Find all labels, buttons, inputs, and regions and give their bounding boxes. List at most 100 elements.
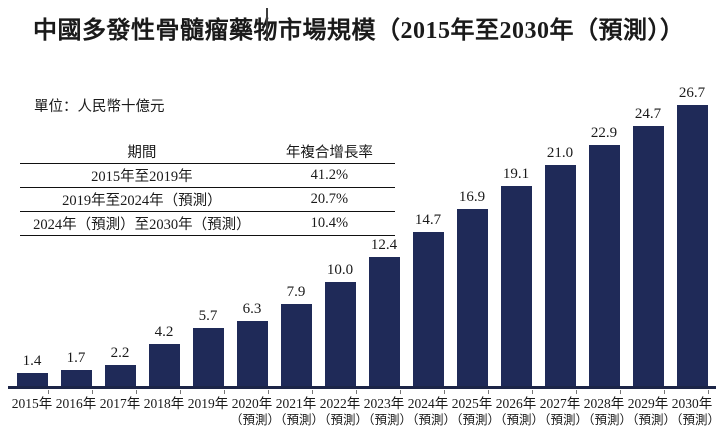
- chart-title: 中國多發性骨髓瘤藥物市場規模（2015年至2030年（預測））: [33, 18, 685, 44]
- bar-value-label: 21.0: [546, 145, 574, 162]
- bar-value-label: 26.7: [678, 85, 706, 101]
- x-axis-year: 2021年: [275, 396, 317, 411]
- x-axis-year: 2017年: [99, 396, 141, 411]
- bar-column: 4.2: [142, 78, 186, 388]
- x-axis-label: 2029年 （預測）: [626, 395, 677, 429]
- x-axis-forecast-label: （預測）: [318, 413, 369, 427]
- x-axis-tick: [47, 390, 49, 394]
- bar: [236, 321, 268, 388]
- bar-column: 10.0: [318, 78, 362, 388]
- x-axis-forecast-label: （預測）: [450, 413, 501, 427]
- title-column-divider-line: [266, 8, 268, 41]
- bar-value-label: 1.7: [66, 350, 86, 366]
- bar-value-label: 7.9: [286, 284, 306, 301]
- cagr-table-body: 2015年至2019年 41.2% 2019年至2024年（預測） 20.7% 2024…: [20, 163, 395, 236]
- bar-column: 1.4: [10, 78, 54, 388]
- bar-value-label: 16.9: [458, 188, 486, 205]
- x-axis-label: 2024年 （預測）: [406, 395, 457, 429]
- bar: [676, 105, 708, 388]
- x-axis-label: 2026年 （預測）: [494, 395, 545, 429]
- bar-column: 22.9: [582, 78, 626, 388]
- bar: [192, 327, 224, 388]
- x-axis-label: 2028年 （預測）: [582, 395, 633, 429]
- x-axis-tick: [223, 390, 225, 394]
- bar: [148, 343, 180, 388]
- bar: [324, 282, 356, 388]
- bar-value-label: 6.3: [242, 301, 262, 318]
- bar: [16, 373, 48, 388]
- x-axis-label: 2025年 （預測）: [450, 395, 501, 429]
- bar-column: 12.4: [362, 78, 406, 388]
- x-axis-label: 2016年: [54, 395, 98, 429]
- x-axis-label: 2023年 （預測）: [362, 395, 413, 429]
- x-axis-tick: [135, 390, 137, 394]
- x-axis-tick: [707, 390, 709, 394]
- x-axis-tick: [91, 390, 93, 394]
- x-axis-forecast-label: （預測）: [582, 413, 633, 427]
- bar: [500, 185, 532, 388]
- cagr-table: 期間 年複合增長率 2015年至2019年 41.2% 2019年至2024年（預測…: [20, 140, 395, 236]
- x-axis-year: 2020年: [231, 396, 273, 411]
- x-axis-label: 2017年: [98, 395, 142, 429]
- bar-column: 6.3: [230, 78, 274, 388]
- x-axis-forecast-label: （預測）: [362, 413, 413, 427]
- x-axis-year: 2016年: [55, 396, 97, 411]
- x-axis-tick: [355, 390, 357, 394]
- cagr-cell: 41.2%: [263, 163, 395, 188]
- cagr-cell: 10.4%: [263, 211, 395, 236]
- x-axis-year: 2015年: [11, 396, 53, 411]
- x-axis-label: 2021年 （預測）: [274, 395, 325, 429]
- x-axis-tick: [311, 390, 313, 394]
- x-axis-year: 2023年: [363, 396, 405, 411]
- bar-value-label: 4.2: [154, 323, 174, 340]
- table-header-cagr: 年複合增長率: [263, 140, 395, 164]
- period-cell: 2024年（預測）至2030年（預測）: [20, 211, 264, 236]
- x-axis-label: 2019年: [186, 395, 230, 429]
- x-axis-year: 2019年: [187, 396, 229, 411]
- x-axis-forecast-label: （預測）: [274, 413, 325, 427]
- bar: [368, 256, 400, 388]
- x-axis-year: 2025年: [451, 396, 493, 411]
- bar-column: 16.9: [450, 78, 494, 388]
- x-axis-year: 2028年: [583, 396, 625, 411]
- x-axis-label: 2018年: [142, 395, 186, 429]
- x-axis-tick: [179, 390, 181, 394]
- bar: [280, 304, 312, 388]
- bar-column: 5.7: [186, 78, 230, 388]
- x-axis-forecast-label: （預測）: [538, 413, 589, 427]
- x-axis-tick: [487, 390, 489, 394]
- bar-column: 1.7: [54, 78, 98, 388]
- period-cell: 2019年至2024年（預測）: [20, 187, 264, 212]
- bar: [544, 165, 576, 388]
- table-header-period: 期間: [20, 140, 264, 164]
- bar-value-label: 24.7: [634, 106, 662, 123]
- x-axis-year: 2018年: [143, 396, 185, 411]
- x-axis-label: 2015年: [10, 395, 54, 429]
- cagr-cell: 20.7%: [263, 187, 395, 212]
- bar-column: 14.7: [406, 78, 450, 388]
- bar-column: 19.1: [494, 78, 538, 388]
- x-axis-year: 2022年: [319, 396, 361, 411]
- x-axis-forecast-label: （預測）: [406, 413, 457, 427]
- x-axis-label: 2030年 （預測）: [670, 395, 720, 429]
- x-axis-year: 2024年: [407, 396, 449, 411]
- x-axis-forecast-label: （預測）: [494, 413, 545, 427]
- bar-column: 21.0: [538, 78, 582, 388]
- x-axis-tick: [575, 390, 577, 394]
- x-axis-year: 2030年: [671, 396, 713, 411]
- x-axis-year: 2027年: [539, 396, 581, 411]
- bar-value-label: 14.7: [414, 212, 442, 229]
- period-cell: 2015年至2019年: [20, 163, 264, 188]
- bar-column: 2.2: [98, 78, 142, 388]
- x-axis-tick: [443, 390, 445, 394]
- bar: [632, 126, 664, 388]
- bar-column: 24.7: [626, 78, 670, 388]
- x-axis-year: 2026年: [495, 396, 537, 411]
- x-axis-labels: 2015年 2016年 2017年 2018年 2019年 2020年 （預測） 2021年（…: [10, 395, 720, 429]
- x-axis-forecast-label: （預測）: [626, 413, 677, 427]
- table-row: 2019年至2024年（預測） 20.7%: [20, 187, 395, 212]
- bar-column: 26.7: [670, 78, 714, 388]
- x-axis-tick: [399, 390, 401, 394]
- bar: [60, 370, 92, 388]
